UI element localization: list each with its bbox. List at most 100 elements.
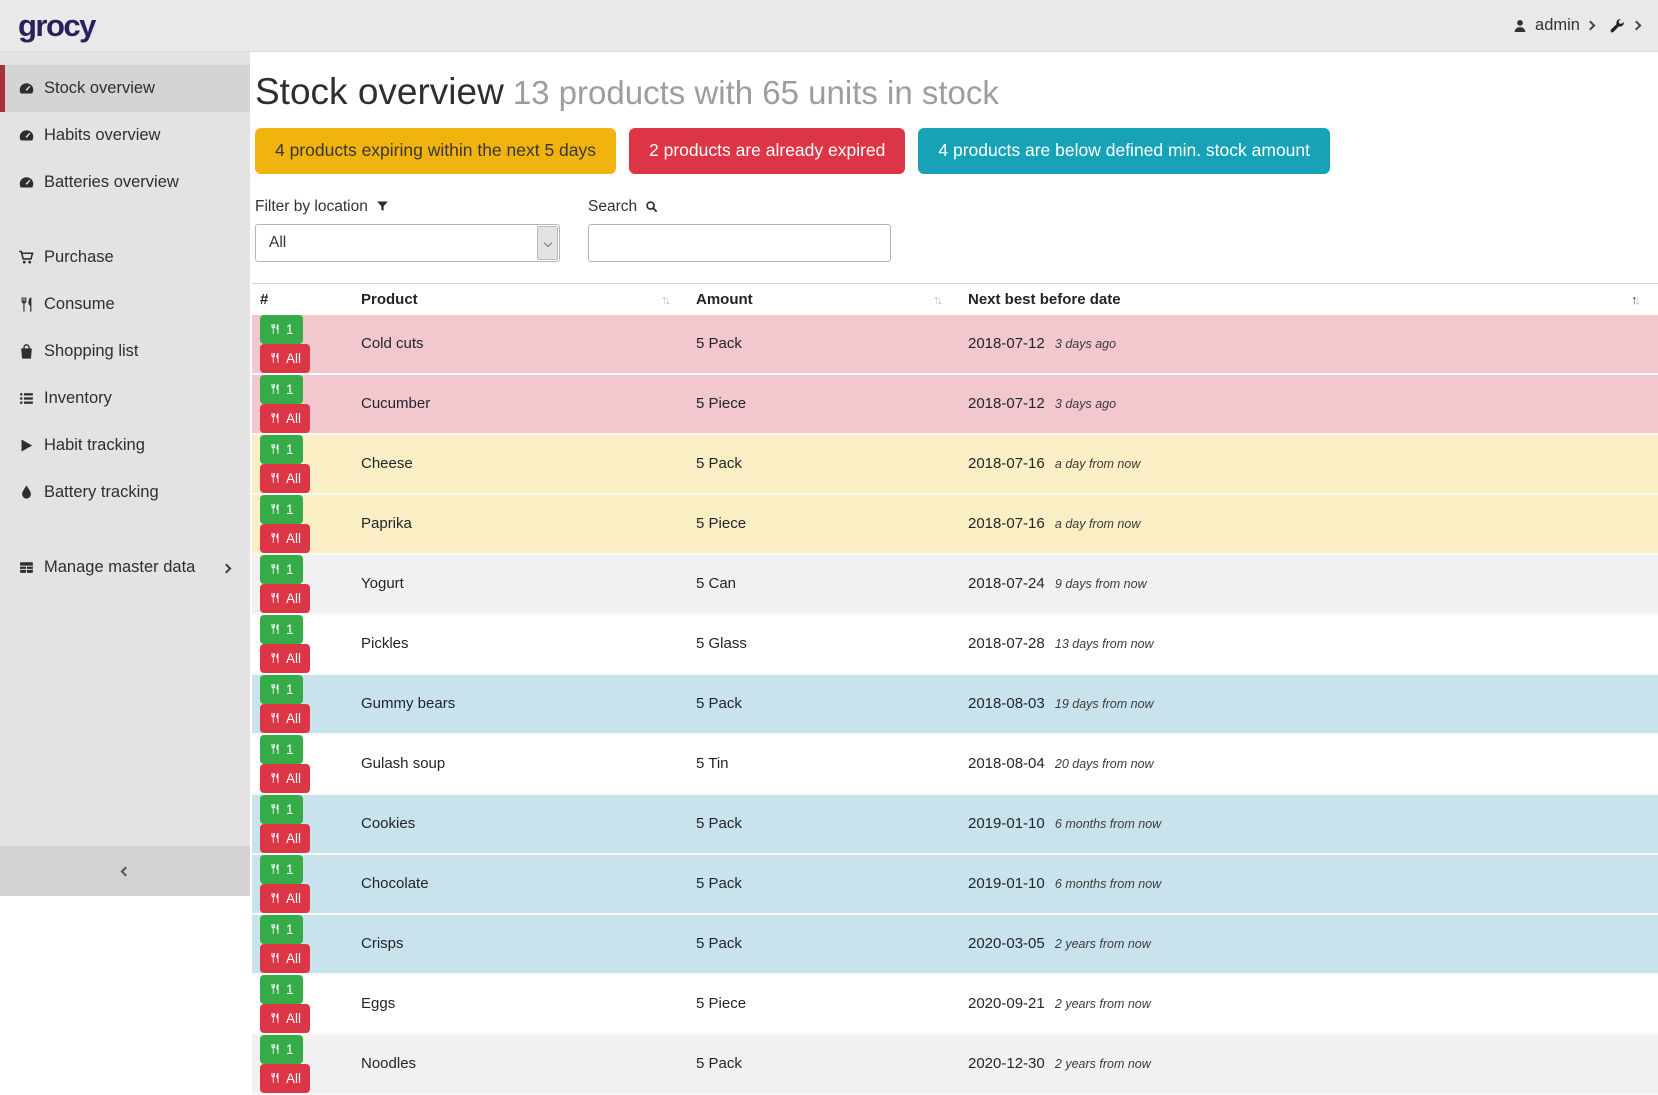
product-name: Gulash soup bbox=[353, 734, 688, 794]
consume-all-button[interactable]: All bbox=[260, 404, 310, 433]
utensils-icon bbox=[269, 532, 281, 544]
sort-icon[interactable]: ↑↓ bbox=[661, 292, 680, 307]
utensils-icon bbox=[269, 863, 281, 875]
table-row: 1 All Cheese 5 Pack 2018-07-16 a day fro… bbox=[252, 434, 1658, 494]
utensils-icon bbox=[269, 892, 281, 904]
location-select[interactable]: All bbox=[255, 224, 560, 262]
table-row: 1 All Crisps 5 Pack 2020-03-05 2 years f… bbox=[252, 914, 1658, 974]
search-input[interactable] bbox=[588, 224, 891, 262]
consume-all-button[interactable]: All bbox=[260, 1004, 310, 1033]
consume-one-button[interactable]: 1 bbox=[260, 795, 303, 824]
consume-one-button[interactable]: 1 bbox=[260, 615, 303, 644]
consume-one-button[interactable]: 1 bbox=[260, 435, 303, 464]
sort-icon[interactable]: ↑↓ bbox=[1631, 292, 1650, 307]
column-header-amount[interactable]: Amount ↑↓ bbox=[688, 283, 960, 315]
consume-one-button[interactable]: 1 bbox=[260, 555, 303, 584]
relative-time: 2 years from now bbox=[1055, 1057, 1151, 1071]
consume-all-button[interactable]: All bbox=[260, 944, 310, 973]
relative-time: 20 days from now bbox=[1055, 757, 1154, 771]
best-before-date: 2018-07-16 bbox=[968, 455, 1045, 472]
amount-cell: 5 Can bbox=[688, 554, 960, 614]
filter-by-location-label: Filter by location bbox=[255, 198, 560, 216]
sidebar-item-batteries-overview[interactable]: Batteries overview bbox=[0, 159, 250, 206]
column-header-product[interactable]: Product ↑↓ bbox=[353, 283, 688, 315]
grocy-logo[interactable]: grocy bbox=[18, 8, 95, 44]
sidebar: Stock overview Habits overview Batteries… bbox=[0, 52, 250, 896]
amount-cell: 5 Pack bbox=[688, 315, 960, 374]
consume-one-button[interactable]: 1 bbox=[260, 915, 303, 944]
utensils-icon bbox=[269, 323, 281, 335]
product-name: Cold cuts bbox=[353, 315, 688, 374]
consume-one-button[interactable]: 1 bbox=[260, 975, 303, 1004]
amount-cell: 5 Pack bbox=[688, 434, 960, 494]
sidebar-item-stock-overview[interactable]: Stock overview bbox=[0, 65, 250, 112]
consume-one-button[interactable]: 1 bbox=[260, 495, 303, 524]
sidebar-collapse-button[interactable] bbox=[0, 846, 250, 896]
product-name: Crisps bbox=[353, 914, 688, 974]
best-before-date: 2020-12-30 bbox=[968, 1055, 1045, 1072]
consume-one-button[interactable]: 1 bbox=[260, 315, 303, 344]
best-before-date: 2018-07-12 bbox=[968, 335, 1045, 352]
utensils-icon bbox=[269, 1012, 281, 1024]
sidebar-item-inventory[interactable]: Inventory bbox=[0, 375, 250, 422]
status-badge[interactable]: 4 products expiring within the next 5 da… bbox=[255, 128, 616, 174]
utensils-icon bbox=[269, 683, 281, 695]
best-before-date: 2020-09-21 bbox=[968, 995, 1045, 1012]
best-before-date: 2018-07-24 bbox=[968, 575, 1045, 592]
column-header-best-before[interactable]: Next best before date ↑↓ bbox=[960, 283, 1658, 315]
settings-menu[interactable] bbox=[1609, 17, 1640, 34]
sidebar-item-consume[interactable]: Consume bbox=[0, 281, 250, 328]
consume-one-button[interactable]: 1 bbox=[260, 1035, 303, 1064]
user-menu[interactable]: admin bbox=[1512, 16, 1594, 35]
relative-time: 6 months from now bbox=[1055, 877, 1161, 891]
sidebar-item-habit-tracking[interactable]: Habit tracking bbox=[0, 422, 250, 469]
utensils-icon bbox=[269, 712, 281, 724]
product-name: Pickles bbox=[353, 614, 688, 674]
consume-all-button[interactable]: All bbox=[260, 884, 310, 913]
sidebar-item-habits-overview[interactable]: Habits overview bbox=[0, 112, 250, 159]
table-row: 1 All Noodles 5 Pack 2020-12-30 2 years … bbox=[252, 1034, 1658, 1094]
utensils-icon bbox=[269, 592, 281, 604]
sidebar-item-purchase[interactable]: Purchase bbox=[0, 234, 250, 281]
relative-time: 9 days from now bbox=[1055, 577, 1147, 591]
status-badge[interactable]: 4 products are below defined min. stock … bbox=[918, 128, 1330, 174]
sidebar-item-manage-master-data[interactable]: Manage master data bbox=[0, 544, 250, 591]
relative-time: 13 days from now bbox=[1055, 637, 1154, 651]
chevron-right-icon bbox=[1586, 21, 1596, 31]
utensils-icon bbox=[269, 383, 281, 395]
consume-one-button[interactable]: 1 bbox=[260, 735, 303, 764]
utensils-icon bbox=[269, 923, 281, 935]
consume-one-button[interactable]: 1 bbox=[260, 375, 303, 404]
cart-icon bbox=[18, 249, 35, 266]
best-before-date: 2018-07-28 bbox=[968, 635, 1045, 652]
select-dropdown-button[interactable] bbox=[537, 226, 558, 260]
column-header-number: # bbox=[252, 283, 353, 315]
amount-cell: 5 Tin bbox=[688, 734, 960, 794]
table-icon bbox=[18, 559, 35, 576]
user-icon bbox=[1512, 18, 1528, 34]
filter-icon bbox=[375, 199, 390, 214]
product-name: Paprika bbox=[353, 494, 688, 554]
sidebar-item-battery-tracking[interactable]: Battery tracking bbox=[0, 469, 250, 516]
consume-all-button[interactable]: All bbox=[260, 524, 310, 553]
consume-all-button[interactable]: All bbox=[260, 824, 310, 853]
user-name: admin bbox=[1535, 16, 1580, 35]
relative-time: 3 days ago bbox=[1055, 397, 1116, 411]
consume-all-button[interactable]: All bbox=[260, 764, 310, 793]
consume-all-button[interactable]: All bbox=[260, 584, 310, 613]
sort-icon[interactable]: ↑↓ bbox=[933, 292, 952, 307]
chevron-left-icon bbox=[120, 866, 130, 876]
sidebar-item-shopping-list[interactable]: Shopping list bbox=[0, 328, 250, 375]
wrench-icon bbox=[1609, 17, 1626, 34]
consume-all-button[interactable]: All bbox=[260, 644, 310, 673]
product-name: Yogurt bbox=[353, 554, 688, 614]
status-badge[interactable]: 2 products are already expired bbox=[629, 128, 905, 174]
consume-all-button[interactable]: All bbox=[260, 1064, 310, 1093]
consume-all-button[interactable]: All bbox=[260, 704, 310, 733]
table-row: 1 All Paprika 5 Piece 2018-07-16 a day f… bbox=[252, 494, 1658, 554]
consume-one-button[interactable]: 1 bbox=[260, 675, 303, 704]
best-before-date: 2018-08-03 bbox=[968, 695, 1045, 712]
consume-all-button[interactable]: All bbox=[260, 464, 310, 493]
consume-all-button[interactable]: All bbox=[260, 344, 310, 373]
consume-one-button[interactable]: 1 bbox=[260, 855, 303, 884]
